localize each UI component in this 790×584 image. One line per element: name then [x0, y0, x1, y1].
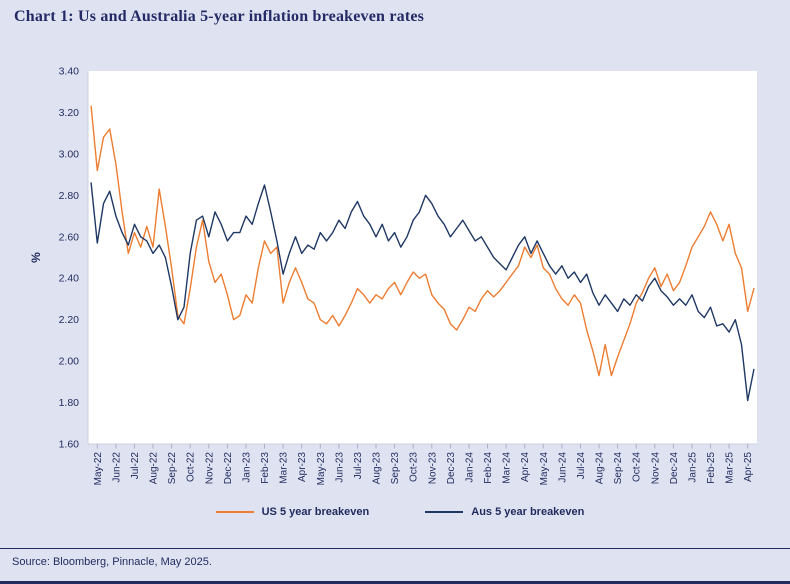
legend-label: US 5 year breakeven — [261, 506, 370, 518]
svg-text:Mar-25: Mar-25 — [725, 452, 736, 484]
line-chart: 1.60 1.80 2.00 2.20 2.40 2.60 2.80 3.00 3.20 3.40… — [29, 66, 757, 486]
svg-text:Jul-23: Jul-23 — [353, 452, 364, 480]
svg-text:Nov-22: Nov-22 — [204, 452, 215, 485]
svg-text:Jun-24: Jun-24 — [557, 452, 568, 483]
svg-text:2.40: 2.40 — [59, 273, 80, 285]
legend-item: US 5 year breakeven — [215, 506, 370, 518]
svg-text:Sep-24: Sep-24 — [613, 452, 624, 485]
svg-text:Oct-24: Oct-24 — [632, 452, 643, 482]
legend-label: Aus 5 year breakeven — [471, 506, 585, 518]
svg-text:2.00: 2.00 — [59, 356, 80, 368]
legend-line-sample — [215, 511, 254, 513]
svg-text:Feb-25: Feb-25 — [706, 452, 717, 484]
svg-text:%: % — [29, 252, 43, 263]
legend-item: Aus 5 year breakeven — [425, 506, 584, 518]
svg-text:Mar-24: Mar-24 — [502, 452, 513, 484]
svg-text:Feb-24: Feb-24 — [483, 452, 494, 484]
source-text: Source: Bloomberg, Pinnacle, May 2025. — [0, 548, 790, 581]
svg-text:Apr-23: Apr-23 — [297, 452, 308, 482]
svg-text:Jan-24: Jan-24 — [465, 452, 476, 483]
svg-text:Aug-23: Aug-23 — [372, 452, 383, 485]
svg-text:Jan-23: Jan-23 — [242, 452, 253, 483]
svg-text:2.60: 2.60 — [59, 231, 80, 243]
chart-legend: US 5 year breakeven Aus 5 year breakeven — [26, 506, 774, 518]
svg-text:Apr-24: Apr-24 — [520, 452, 531, 482]
svg-text:Sep-23: Sep-23 — [390, 452, 401, 485]
svg-text:Jan-25: Jan-25 — [688, 452, 699, 483]
svg-text:Oct-23: Oct-23 — [409, 452, 420, 482]
svg-text:Jun-22: Jun-22 — [111, 452, 122, 483]
svg-text:Dec-23: Dec-23 — [446, 452, 457, 485]
svg-text:3.40: 3.40 — [59, 66, 80, 78]
svg-text:1.80: 1.80 — [59, 397, 80, 409]
svg-text:May-22: May-22 — [93, 452, 104, 486]
svg-text:Oct-22: Oct-22 — [186, 452, 197, 482]
svg-text:Jul-24: Jul-24 — [576, 452, 587, 480]
svg-text:3.20: 3.20 — [59, 107, 80, 119]
svg-text:May-24: May-24 — [539, 452, 550, 486]
legend-line-sample — [425, 511, 464, 513]
svg-text:Jun-23: Jun-23 — [334, 452, 345, 483]
footer: Source: Bloomberg, Pinnacle, May 2025. — [0, 548, 790, 581]
svg-text:May-23: May-23 — [316, 452, 327, 486]
svg-text:Feb-23: Feb-23 — [260, 452, 271, 484]
chart-area: 1.60 1.80 2.00 2.20 2.40 2.60 2.80 3.00 3.20 3.40… — [26, 56, 774, 518]
chart-title: Chart 1: Us and Australia 5-year inflati… — [14, 8, 425, 25]
svg-text:Jul-22: Jul-22 — [130, 452, 141, 480]
svg-text:Nov-23: Nov-23 — [427, 452, 438, 485]
svg-text:Dec-22: Dec-22 — [223, 452, 234, 485]
svg-text:Aug-24: Aug-24 — [595, 452, 606, 485]
svg-text:Sep-22: Sep-22 — [167, 452, 178, 485]
svg-text:2.20: 2.20 — [59, 314, 80, 326]
svg-text:2.80: 2.80 — [59, 190, 80, 202]
svg-text:Mar-23: Mar-23 — [279, 452, 290, 484]
svg-text:Dec-24: Dec-24 — [669, 452, 680, 485]
svg-text:1.60: 1.60 — [59, 439, 80, 451]
svg-text:Aug-22: Aug-22 — [149, 452, 160, 485]
svg-text:3.00: 3.00 — [59, 148, 80, 160]
svg-text:Apr-25: Apr-25 — [743, 452, 754, 482]
svg-text:Nov-24: Nov-24 — [650, 452, 661, 485]
